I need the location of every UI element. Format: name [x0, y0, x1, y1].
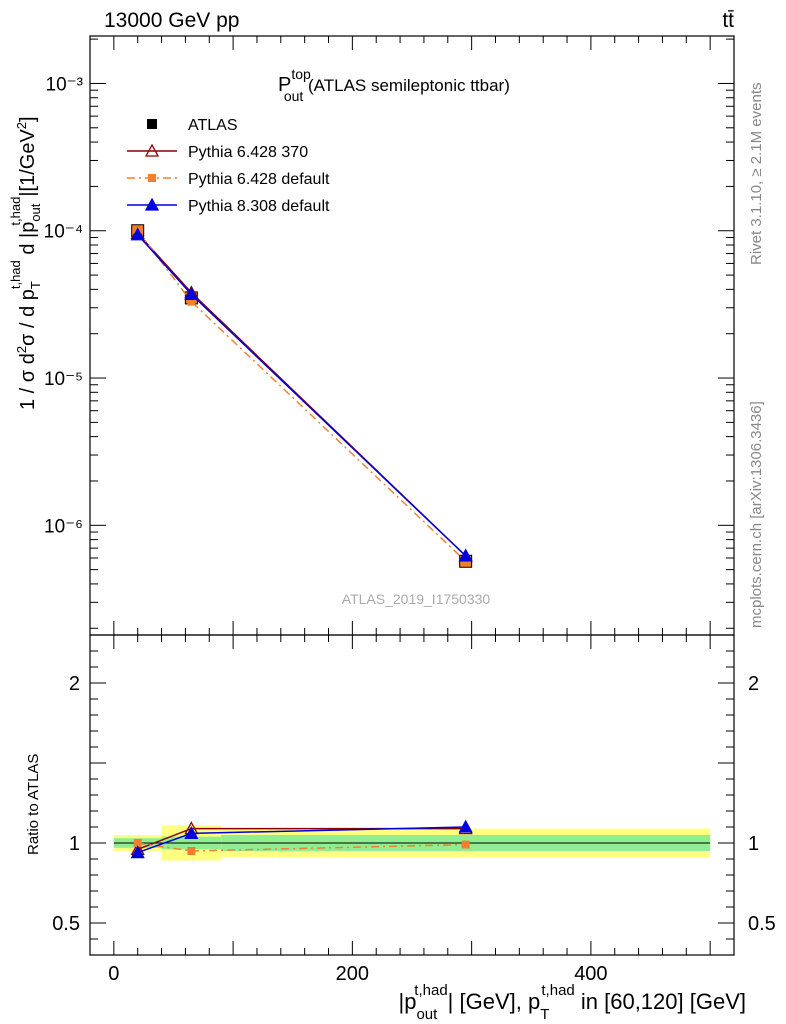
- legend-marker: [147, 119, 157, 129]
- header-left: 13000 GeV pp: [104, 9, 239, 32]
- x-tick-label: 0: [108, 963, 119, 985]
- rivet-label: Rivet 3.1.10, ≥ 2.1M events: [748, 83, 765, 266]
- ratio-tick-label: 2: [69, 673, 80, 695]
- legend-marker: [144, 143, 160, 157]
- ratio-frame: [89, 634, 735, 956]
- series-line-1: [137, 232, 467, 557]
- series-point-3: [458, 548, 473, 562]
- ratio-tick-label: 1: [69, 833, 80, 855]
- y-tick-label: 10⁻⁴: [44, 222, 83, 243]
- y-tick-label: 10⁻³: [46, 74, 84, 95]
- series-line-2: [137, 230, 467, 562]
- analysis-watermark: ATLAS_2019_I1750330: [342, 591, 491, 607]
- legend: ATLAS Pythia 6.428 370 Pythia 6.428 defaul…: [127, 117, 330, 215]
- ratio-tick-label-right: 1: [748, 833, 759, 855]
- y-tick-label: 10⁻⁶: [44, 516, 83, 537]
- ratio-panel: 0 200 400 0.5 0.5 1 1 2 2: [52, 634, 776, 985]
- y-axis-label: 1 / σ d2σ / d pTt,had d |poutt,had|[1/Ge…: [8, 116, 43, 410]
- main-frame: [89, 35, 735, 636]
- ratio-axis-label: Ratio to ATLAS: [25, 754, 42, 855]
- ratio-point-2: [133, 839, 142, 847]
- ratio-tick-label-right: 0.5: [748, 913, 776, 935]
- series-point-3: [184, 286, 199, 300]
- legend-label: Pythia 6.428 default: [188, 171, 330, 188]
- main-panel: 10⁻⁶ 10⁻⁵ 10⁻⁴ 10⁻³: [44, 35, 735, 955]
- ratio-point-3: [458, 819, 473, 833]
- ratio-point-3: [130, 845, 145, 859]
- series-point-3: [130, 227, 145, 241]
- mcplots-label: mcplots.cern.ch [arXiv:1306.3436]: [748, 401, 765, 628]
- header-right: tt̄: [722, 9, 734, 32]
- series-point-2: [187, 297, 196, 306]
- ratio-tick-label-right: 2: [748, 673, 759, 695]
- ratio-point-2: [461, 840, 470, 849]
- ratio-point-2: [187, 847, 196, 855]
- ratio-tick-label: 0.5: [52, 913, 80, 935]
- x-axis-label: |poutt,had| [GeV], pTt,had in [60,120] […: [398, 982, 746, 1023]
- plot-title: Ptop out (ATLAS semileptonic ttbar): [278, 66, 510, 104]
- x-tick-label: 200: [336, 963, 369, 985]
- legend-marker: [148, 174, 156, 182]
- legend-label: Pythia 6.428 370: [188, 144, 308, 161]
- legend-label: Pythia 8.308 default: [188, 198, 330, 215]
- ratio-point-3: [184, 826, 199, 840]
- legend-label: ATLAS: [188, 117, 238, 134]
- x-tick-label: 400: [574, 963, 607, 985]
- y-tick-label: 10⁻⁵: [44, 369, 83, 390]
- legend-marker: [144, 197, 160, 211]
